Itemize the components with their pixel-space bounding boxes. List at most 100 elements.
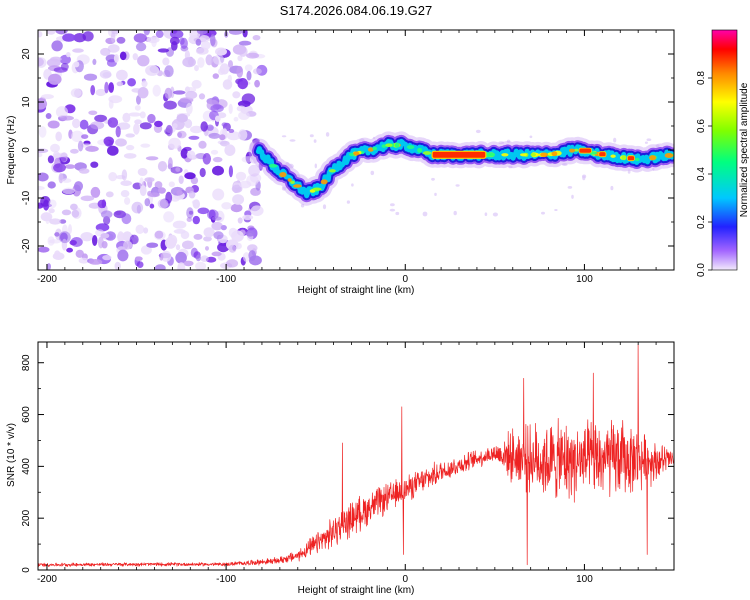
noise-blob — [64, 164, 76, 169]
noise-blob — [38, 246, 50, 253]
noise-blob — [47, 181, 56, 189]
noise-blob — [215, 115, 221, 122]
noise-blob — [48, 208, 55, 214]
y-tick-label: 20 — [21, 48, 32, 60]
noise-blob — [188, 191, 196, 199]
noise-blob — [137, 168, 148, 176]
noise-blob — [186, 150, 196, 159]
noise-blob — [202, 153, 211, 165]
noise-blob — [59, 219, 67, 224]
noise-blob — [288, 163, 294, 169]
noise-blob — [582, 174, 587, 179]
noise-blob — [212, 188, 225, 201]
ridge-hotspot — [423, 151, 432, 155]
noise-blob — [123, 153, 137, 159]
noise-blob — [498, 141, 505, 145]
noise-blob — [508, 165, 513, 169]
snr-panel: -200 -100 0 100 0 200 400 600 800 Height of stra… — [6, 341, 675, 596]
noise-blob — [247, 244, 258, 252]
noise-blob — [114, 261, 121, 270]
y-tick-label: 200 — [21, 509, 32, 526]
noise-blob — [455, 184, 460, 187]
noise-blob — [228, 103, 233, 114]
noise-blob — [176, 190, 183, 196]
noise-blob — [175, 251, 187, 264]
noise-blob — [134, 105, 141, 111]
noise-blob — [41, 94, 54, 100]
noise-blob — [66, 247, 73, 253]
noise-blob — [610, 185, 614, 191]
noise-blob — [239, 180, 252, 189]
noise-blob — [233, 116, 239, 122]
noise-blob — [194, 65, 199, 72]
noise-blob — [228, 128, 235, 133]
noise-blob — [62, 33, 76, 42]
noise-blob — [195, 47, 209, 55]
noise-blob — [47, 155, 55, 164]
ridge-hotspot — [520, 153, 527, 157]
noise-blob — [238, 46, 248, 57]
noise-blob — [250, 205, 264, 216]
noise-blob — [55, 131, 62, 142]
ridge-hotspot — [530, 153, 536, 157]
noise-blob — [121, 169, 128, 181]
noise-blob — [236, 65, 244, 78]
noise-blob — [71, 209, 80, 218]
noise-blob — [210, 34, 216, 47]
noise-blob — [211, 221, 223, 231]
noise-blob — [131, 201, 144, 214]
colorbar-tick-label: 0.8 — [696, 71, 707, 85]
noise-blob — [90, 161, 99, 168]
noise-blob — [72, 118, 81, 129]
noise-blob — [105, 191, 114, 198]
noise-blob — [281, 135, 287, 138]
noise-blob — [61, 178, 72, 183]
noise-blob — [199, 35, 210, 43]
noise-blob — [197, 207, 210, 215]
noise-blob — [346, 200, 350, 204]
y-tick-label: 600 — [21, 406, 32, 423]
noise-blob — [95, 88, 107, 97]
noise-blob — [231, 230, 244, 242]
noise-blob — [219, 140, 230, 147]
noise-blob — [178, 175, 184, 184]
x-tick-label: 100 — [576, 274, 593, 285]
noise-blob — [103, 136, 115, 146]
noise-blob — [157, 48, 170, 53]
snr-line — [38, 344, 674, 567]
noise-blob — [325, 132, 330, 137]
noise-blob — [170, 30, 178, 34]
spectrogram-xlabel: Height of straight line (km) — [298, 285, 415, 296]
noise-blob — [61, 209, 72, 216]
noise-blob — [137, 87, 149, 99]
noise-blob — [175, 244, 181, 251]
noise-blob — [90, 186, 101, 198]
noise-blob — [46, 263, 51, 270]
noise-blob — [108, 172, 118, 182]
noise-blob — [144, 198, 151, 207]
noise-blob — [108, 99, 114, 109]
noise-blob — [167, 234, 178, 247]
noise-blob — [309, 134, 314, 138]
noise-blob — [453, 210, 457, 216]
ridge-peak-segment — [431, 150, 487, 159]
x-tick-label: -100 — [216, 274, 236, 285]
noise-blob — [372, 136, 376, 139]
x-tick-label: -200 — [37, 274, 57, 285]
noise-blob — [45, 214, 50, 225]
noise-blob — [228, 60, 233, 69]
noise-blob — [652, 167, 655, 171]
y-tick-label: -10 — [21, 190, 32, 205]
noise-blob — [389, 208, 396, 212]
noise-blob — [242, 252, 250, 263]
ridge-hotspot — [406, 145, 415, 150]
ridge-hotspot — [385, 143, 393, 147]
noise-blob — [221, 122, 228, 127]
noise-blob — [238, 40, 252, 46]
noise-blob — [133, 33, 147, 43]
noise-blob — [164, 65, 174, 78]
noise-blob — [38, 185, 45, 191]
noise-blob — [567, 186, 573, 189]
noise-blob — [154, 264, 166, 270]
